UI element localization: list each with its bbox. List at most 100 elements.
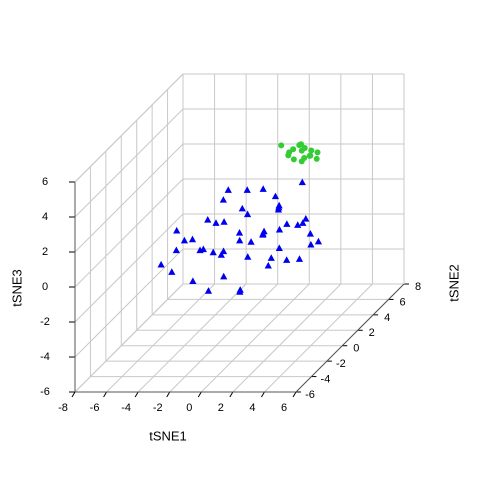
point <box>296 142 303 149</box>
point <box>189 277 197 284</box>
x-tick-label: 2 <box>218 402 224 414</box>
point <box>301 155 308 162</box>
point <box>168 268 176 275</box>
z-tick-label: -4 <box>40 351 50 363</box>
point <box>306 230 314 237</box>
point <box>259 230 267 237</box>
tick-mark <box>229 391 234 398</box>
point <box>199 245 207 253</box>
z-axis-label: tSNE3 <box>9 269 24 307</box>
tick-mark <box>134 391 139 398</box>
point <box>294 221 302 228</box>
point <box>236 288 244 295</box>
grid-line <box>74 178 184 288</box>
point <box>217 251 225 258</box>
tick-mark <box>197 391 202 398</box>
point <box>212 219 220 226</box>
z-tick-label: 0 <box>42 281 48 293</box>
point <box>247 238 255 245</box>
point <box>308 147 315 154</box>
x-tick-label: 0 <box>186 402 192 414</box>
point <box>275 201 283 209</box>
y-tick-label: 6 <box>400 296 406 308</box>
grid-line <box>169 283 279 393</box>
y-tick-label: 8 <box>415 281 421 293</box>
point <box>220 272 228 280</box>
x-tick-label: -4 <box>121 402 131 414</box>
y-tick-label: 0 <box>353 343 359 355</box>
point <box>244 253 252 260</box>
point <box>313 155 320 162</box>
x-tick-label: -6 <box>90 402 100 414</box>
z-tick-label: -6 <box>40 386 50 398</box>
point <box>271 192 280 200</box>
grid-line <box>106 283 215 393</box>
tick-mark <box>71 391 76 398</box>
tick-mark <box>103 391 108 398</box>
point <box>302 215 310 222</box>
point <box>278 142 285 149</box>
point <box>290 156 297 163</box>
grid-line <box>200 283 310 393</box>
point <box>243 186 251 193</box>
point <box>172 246 180 254</box>
point <box>274 205 283 213</box>
point <box>173 226 181 234</box>
tick-mark <box>292 391 297 398</box>
x-tick-label: 4 <box>249 402 255 414</box>
point <box>238 204 246 212</box>
grid-line <box>264 283 373 393</box>
z-tick-label: -2 <box>40 316 50 328</box>
point <box>285 152 292 159</box>
grid-line <box>74 143 184 253</box>
grid-line <box>74 283 184 393</box>
point <box>314 149 321 156</box>
x-tick-label: 6 <box>281 402 287 414</box>
point <box>235 229 244 236</box>
x-tick-label: -8 <box>58 402 68 414</box>
grid-line <box>74 108 184 218</box>
point <box>314 237 323 245</box>
point <box>219 196 227 203</box>
grid-line <box>137 283 247 393</box>
x-axis-label: tSNE1 <box>149 428 187 443</box>
y-tick-label: -6 <box>305 389 315 401</box>
y-tick-label: -4 <box>321 373 331 385</box>
point <box>295 255 304 262</box>
tick-mark <box>260 391 265 398</box>
point <box>243 210 252 218</box>
point <box>275 225 284 233</box>
box-edge <box>74 73 184 183</box>
point <box>298 178 306 186</box>
point <box>307 240 315 248</box>
point <box>264 261 272 269</box>
x-tick-label: -2 <box>153 402 163 414</box>
y-tick-label: 2 <box>369 327 375 339</box>
point <box>259 185 267 192</box>
axis-line <box>295 283 405 393</box>
y-tick-label: -2 <box>336 358 346 370</box>
point <box>188 235 197 243</box>
point <box>236 236 244 244</box>
point <box>307 152 314 159</box>
point <box>290 146 297 153</box>
z-tick-label: 6 <box>42 176 48 188</box>
y-tick-label: 4 <box>384 312 390 324</box>
z-tick-label: 4 <box>42 211 48 223</box>
grid-line <box>232 283 342 393</box>
tick-mark <box>166 391 171 398</box>
point <box>275 244 283 252</box>
point <box>283 220 291 227</box>
point <box>180 236 189 244</box>
point <box>301 145 308 152</box>
point <box>157 260 165 268</box>
grid-line <box>74 213 184 323</box>
point <box>224 186 232 193</box>
point <box>204 287 213 294</box>
point <box>267 254 275 261</box>
point <box>220 218 228 225</box>
z-tick-label: 2 <box>42 246 48 258</box>
point <box>299 219 307 226</box>
point <box>204 216 212 223</box>
